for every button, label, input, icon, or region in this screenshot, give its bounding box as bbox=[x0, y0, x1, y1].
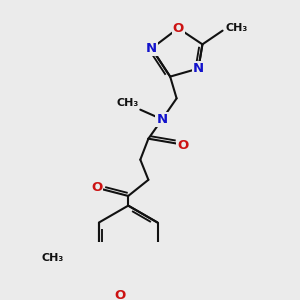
Text: O: O bbox=[91, 182, 102, 194]
Text: O: O bbox=[172, 22, 184, 35]
Text: N: N bbox=[146, 42, 157, 55]
Text: N: N bbox=[157, 113, 168, 126]
Text: N: N bbox=[193, 62, 204, 75]
Text: O: O bbox=[177, 139, 189, 152]
Text: CH₃: CH₃ bbox=[226, 23, 248, 33]
Text: CH₃: CH₃ bbox=[42, 253, 64, 263]
Text: O: O bbox=[115, 290, 126, 300]
Text: CH₃: CH₃ bbox=[116, 98, 139, 108]
